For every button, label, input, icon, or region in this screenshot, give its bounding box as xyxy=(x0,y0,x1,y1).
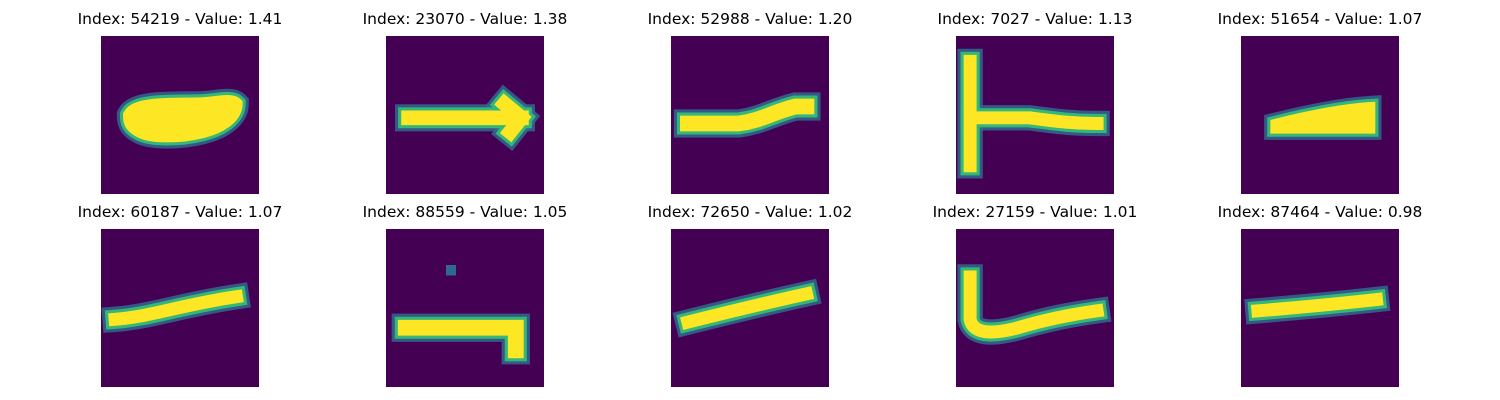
digit-image xyxy=(671,36,829,194)
digit-image xyxy=(386,229,544,387)
panel-cell: Index: 51654 - Value: 1.07 xyxy=(1195,10,1445,200)
digit-stroke xyxy=(494,93,532,143)
digit-stroke xyxy=(680,286,815,330)
panel-title: Index: 23070 - Value: 1.38 xyxy=(362,10,568,28)
panel-cell: Index: 54219 - Value: 1.41 xyxy=(55,10,305,200)
panel-cell: Index: 27159 - Value: 1.01 xyxy=(910,203,1160,393)
digit-image xyxy=(1241,229,1399,387)
digit-stroke xyxy=(680,98,815,132)
noise-dot xyxy=(445,265,456,276)
panel-title: Index: 54219 - Value: 1.41 xyxy=(77,10,283,28)
digit-stroke xyxy=(1270,101,1376,134)
panel-title: Index: 88559 - Value: 1.05 xyxy=(362,203,568,221)
digit-stroke xyxy=(397,319,524,359)
digit-stroke xyxy=(963,270,1105,339)
panel-cell: Index: 60187 - Value: 1.07 xyxy=(55,203,305,393)
panel-title: Index: 72650 - Value: 1.02 xyxy=(647,203,853,221)
digit-image xyxy=(956,229,1114,387)
panel-title: Index: 52988 - Value: 1.20 xyxy=(647,10,853,28)
panel-cell: Index: 87464 - Value: 0.98 xyxy=(1195,203,1445,393)
panel-title: Index: 27159 - Value: 1.01 xyxy=(932,203,1138,221)
panel-cell: Index: 88559 - Value: 1.05 xyxy=(340,203,590,393)
panel-title: Index: 51654 - Value: 1.07 xyxy=(1217,10,1423,28)
digit-image xyxy=(956,36,1114,194)
panel-cell: Index: 72650 - Value: 1.02 xyxy=(625,203,875,393)
panel-title: Index: 87464 - Value: 0.98 xyxy=(1217,203,1423,221)
digit-image xyxy=(386,36,544,194)
digit-image xyxy=(671,229,829,387)
panel-cell: Index: 7027 - Value: 1.13 xyxy=(910,10,1160,200)
digit-image xyxy=(101,229,259,387)
panel-cell: Index: 52988 - Value: 1.20 xyxy=(625,10,875,200)
panel-title: Index: 7027 - Value: 1.13 xyxy=(937,10,1133,28)
digit-stroke xyxy=(966,111,1104,130)
panel-title: Index: 60187 - Value: 1.07 xyxy=(77,203,283,221)
digit-stroke xyxy=(123,95,243,143)
digit-image xyxy=(101,36,259,194)
digit-stroke xyxy=(108,289,244,327)
panel-cell: Index: 23070 - Value: 1.38 xyxy=(340,10,590,200)
digit-stroke xyxy=(1250,292,1384,318)
digit-image xyxy=(1241,36,1399,194)
